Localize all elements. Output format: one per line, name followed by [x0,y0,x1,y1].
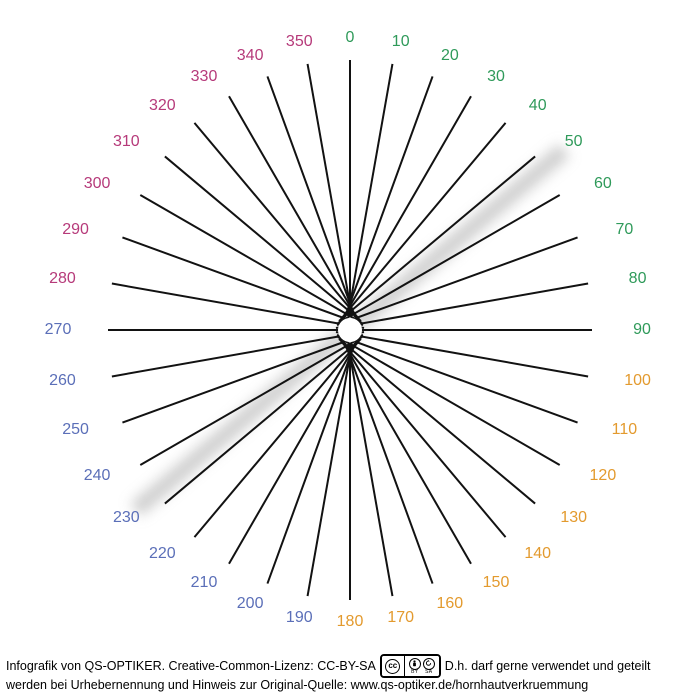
fan-spoke [307,64,353,316]
fan-spoke [108,329,364,331]
footer-text-pre: Infografik von QS-OPTIKER. Creative-Comm… [6,659,376,675]
fan-spoke [307,344,353,596]
fan-spoke [111,331,363,377]
degree-label: 50 [565,133,583,151]
footer-line2: werden bei Urhebernennung und Hinweis zu… [6,678,588,694]
degree-label: 210 [191,574,218,592]
degree-label: 220 [149,545,176,563]
degree-label: 340 [237,47,264,65]
fan-spoke [347,344,393,596]
degree-label: 260 [49,372,76,390]
degree-label: 270 [45,321,72,339]
fan-spoke [164,338,361,504]
degree-label: 110 [612,421,638,439]
astigmatism-fan-diagram: 0 10 20 30 40 50 60 70 80 90 100 110 120 130 140 150 160… [0,0,700,700]
degree-label: 290 [62,221,89,239]
fan-spoke [337,336,560,466]
center-dot [338,318,362,342]
degree-label: 10 [392,33,410,51]
degree-label: 170 [387,609,414,627]
degree-label: 160 [437,595,464,613]
fan-spoke [337,194,560,324]
degree-label: 240 [84,467,111,485]
fan-spoke [349,344,351,600]
degree-label: 90 [633,321,651,339]
footer-text-post: D.h. darf gerne verwendet und geteilt [445,659,651,675]
degree-label: 190 [286,609,313,627]
degree-label: 180 [337,613,364,631]
fan-spoke [228,96,358,319]
degree-label: 230 [113,509,140,527]
degree-label: 280 [49,270,76,288]
degree-label: 0 [346,29,355,47]
degree-label: 120 [590,467,617,485]
degree-label: 130 [560,509,587,527]
degree-label: 100 [624,372,651,390]
fan-spoke [336,331,588,377]
degree-label: 300 [84,175,111,193]
fan-spoke [336,329,592,331]
cc-icon: cc [382,656,404,676]
degree-label: 310 [113,133,140,151]
degree-label: 200 [237,595,264,613]
degree-label: 60 [594,175,612,193]
degree-label: 250 [62,421,89,439]
degree-label: 330 [191,68,218,86]
fan-spoke [344,76,433,317]
degree-label: 350 [286,33,313,51]
fan-spoke [342,96,472,319]
attribution-footer: Infografik von QS-OPTIKER. Creative-Comm… [0,654,700,694]
degree-label: 140 [524,545,551,563]
degree-label: 20 [441,47,459,65]
degree-label: 40 [529,97,547,115]
degree-label: 80 [629,270,647,288]
degree-label: 70 [615,221,633,239]
fan-spoke [140,336,363,466]
fan-spoke [140,194,363,324]
cc-by-sa-badge: cc BY SA [380,654,441,678]
fan-spoke [111,282,363,328]
degree-label: 150 [483,574,510,592]
degree-label: 320 [149,97,176,115]
degree-label: 30 [487,68,505,86]
fan-spoke [349,60,351,316]
